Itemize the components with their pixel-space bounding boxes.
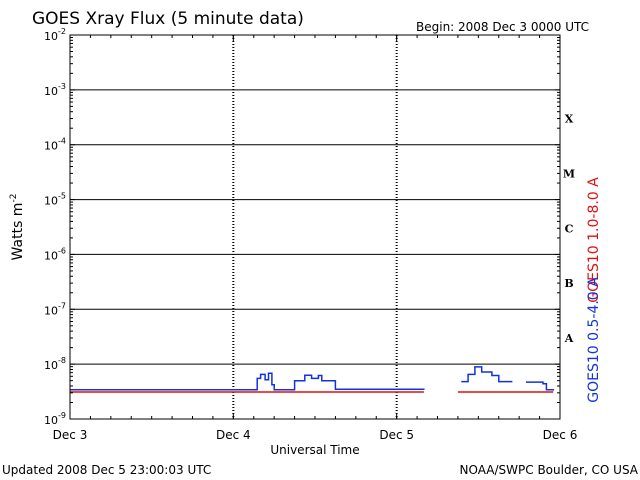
begin-date: Begin: 2008 Dec 3 0000 UTC	[416, 20, 589, 34]
series-line-short_channel	[526, 381, 554, 391]
y-tick-label: 10-6	[44, 246, 66, 262]
flare-class-c: C	[565, 222, 574, 235]
updated-timestamp: Updated 2008 Dec 5 23:00:03 UTC	[2, 463, 211, 477]
y-axis-label-sup: -2	[9, 194, 19, 203]
series-line-short_channel	[461, 366, 513, 383]
flare-class-a: A	[564, 332, 574, 345]
x-tick-label: Dec 3	[53, 428, 88, 442]
source-credit: NOAA/SWPC Boulder, CO USA	[460, 463, 639, 477]
y-tick-label: 10-8	[44, 356, 66, 372]
y-tick-label: 10-9	[44, 411, 66, 427]
y-tick-label: 10-4	[44, 137, 66, 153]
x-axis-label: Universal Time	[270, 443, 359, 457]
series-line-short_channel	[70, 372, 425, 391]
flare-class-m: M	[563, 167, 575, 180]
x-tick-label: Dec 6	[543, 428, 578, 442]
svg-text:Watts m-2: Watts m-2	[9, 194, 26, 261]
legend-long-label: GOES10 1.0-8.0 A	[586, 177, 602, 303]
y-axis-label-text: Watts m	[10, 203, 26, 261]
x-tick-label: Dec 5	[379, 428, 414, 442]
y-tick-label: 10-7	[44, 301, 66, 317]
flare-class-b: B	[564, 277, 573, 290]
chart-title: GOES Xray Flux (5 minute data)	[32, 9, 304, 29]
y-tick-label: 10-3	[44, 82, 66, 98]
y-tick-label: 10-5	[44, 192, 66, 208]
legend-short-label: GOES10 0.5-4.0 A	[586, 277, 602, 403]
gridlines	[70, 35, 560, 419]
plot-frame	[69, 34, 561, 420]
flare-class-labels: X M C B A	[563, 113, 575, 345]
flare-class-x: X	[565, 113, 574, 126]
legend-short-channel: GOES10 0.5-4.0 A	[586, 277, 602, 403]
y-axis-ticks: 10-2 10-3 10-4 10-5 10-6 10-7 10-8 10-9	[44, 27, 560, 427]
y-tick-label: 10-2	[44, 27, 66, 43]
y-axis-label: Watts m-2	[9, 194, 26, 261]
series-lines	[70, 366, 554, 393]
x-tick-label: Dec 4	[216, 428, 251, 442]
legend-long-channel: GOES10 1.0-8.0 A	[586, 177, 602, 303]
x-axis-ticks: Dec 3 Dec 4 Dec 5 Dec 6	[53, 35, 578, 442]
